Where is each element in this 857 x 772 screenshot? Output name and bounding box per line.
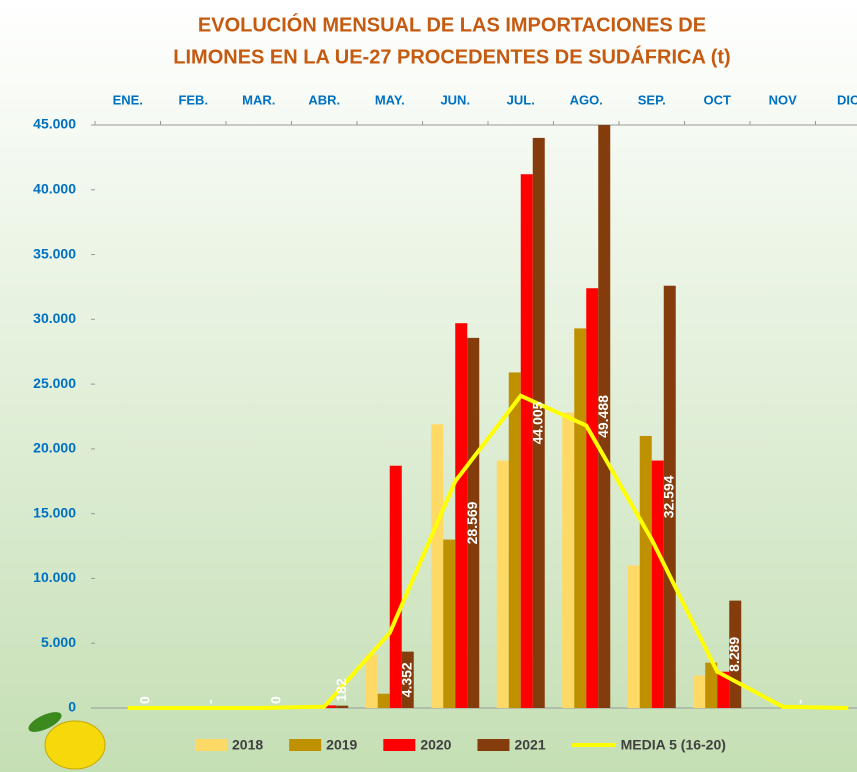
page: EVOLUCIÓN MENSUAL DE LAS IMPORTACIONES D…	[0, 0, 857, 772]
bar	[497, 461, 509, 708]
y-tick-label: 10.000	[33, 569, 76, 585]
legend-label: 2021	[514, 737, 545, 753]
legend-label: 2018	[232, 737, 263, 753]
data-label: 0	[267, 696, 283, 704]
data-label: 182	[333, 678, 349, 702]
data-label: 44.005	[529, 401, 545, 444]
y-tick-label: 35.000	[33, 245, 76, 261]
y-tick-label: 40.000	[33, 180, 76, 196]
bar	[443, 540, 455, 708]
bar	[366, 655, 378, 708]
legend-swatch	[383, 739, 415, 751]
chart: EVOLUCIÓN MENSUAL DE LAS IMPORTACIONES D…	[0, 0, 857, 772]
x-tick-label: OCT	[704, 92, 732, 107]
x-tick-label: AGO.	[570, 92, 603, 107]
bar	[378, 694, 390, 708]
y-tick-label: 15.000	[33, 504, 76, 520]
data-label: -	[791, 699, 807, 704]
y-tick-label: 20.000	[33, 440, 76, 456]
y-tick-label: 25.000	[33, 375, 76, 391]
y-tick-label: 45.000	[33, 116, 76, 132]
x-tick-label: MAY.	[375, 92, 405, 107]
x-tick-label: FEB.	[178, 92, 208, 107]
data-label: 4.352	[398, 662, 414, 697]
bar	[574, 328, 586, 708]
data-label: 0	[136, 696, 152, 704]
legend-swatch	[289, 739, 321, 751]
data-label: 28.569	[464, 501, 480, 544]
x-tick-label: DIC	[837, 92, 857, 107]
chart-title: EVOLUCIÓN MENSUAL DE LAS IMPORTACIONES D…	[198, 12, 706, 36]
bar	[586, 288, 598, 708]
bar	[640, 436, 652, 708]
legend-label: 2020	[420, 737, 451, 753]
y-tick-label: 30.000	[33, 310, 76, 326]
y-tick-label: 0	[68, 699, 76, 715]
chart-title: LIMONES EN LA UE-27 PROCEDENTES DE SUDÁF…	[173, 45, 730, 68]
bar	[628, 565, 640, 708]
data-label: 49.488	[595, 395, 611, 438]
x-tick-label: MAR.	[242, 92, 275, 107]
bar	[598, 67, 610, 708]
legend-swatch	[195, 739, 227, 751]
legend-swatch	[477, 739, 509, 751]
bar	[693, 676, 705, 708]
bar	[509, 372, 521, 708]
y-tick-label: 5.000	[41, 634, 76, 650]
legend-label: MEDIA 5 (16-20)	[621, 737, 726, 753]
x-tick-label: JUL.	[507, 92, 535, 107]
x-tick-label: JUN.	[440, 92, 470, 107]
x-tick-label: SEP.	[638, 92, 666, 107]
x-tick-label: ABR.	[308, 92, 340, 107]
bar	[336, 706, 348, 708]
legend-label: 2019	[326, 737, 357, 753]
bar	[431, 424, 443, 708]
data-label: 8.289	[726, 637, 742, 672]
data-label: 32.594	[660, 475, 676, 518]
x-tick-label: NOV	[769, 92, 798, 107]
bar	[562, 413, 574, 708]
x-tick-label: ENE.	[113, 92, 143, 107]
data-label: -	[202, 699, 218, 704]
